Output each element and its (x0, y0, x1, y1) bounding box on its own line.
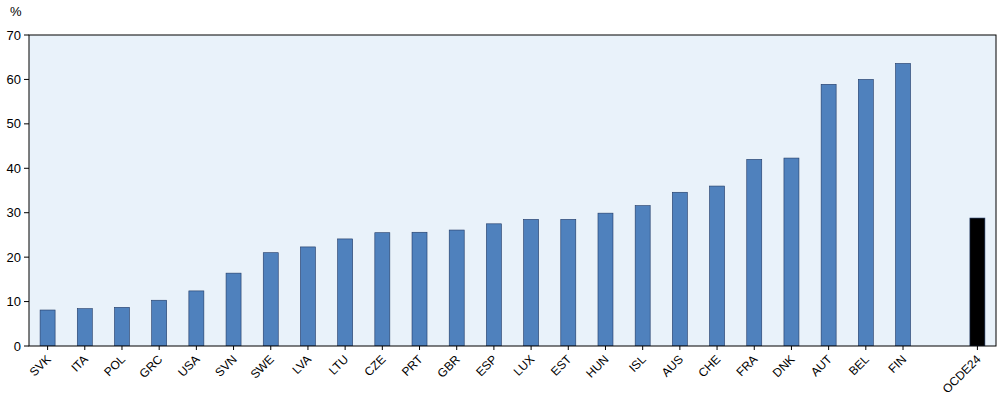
bar (710, 186, 725, 346)
bar (189, 291, 204, 346)
bar (449, 230, 464, 346)
x-tick (419, 346, 420, 350)
bar (412, 232, 427, 346)
x-tick (270, 346, 271, 350)
y-tick (24, 79, 29, 80)
x-tick (531, 346, 532, 350)
x-tick (717, 346, 718, 350)
x-tick-label: BEL (846, 352, 872, 378)
x-tick (865, 346, 866, 350)
x-tick (47, 346, 48, 350)
bar (672, 192, 687, 346)
x-tick (307, 346, 308, 350)
y-tick (24, 346, 29, 347)
x-tick-label: FRA (734, 352, 761, 379)
bar (152, 300, 167, 346)
x-tick-label: AUT (808, 352, 835, 379)
bar (114, 307, 129, 346)
bar (338, 239, 353, 346)
x-tick-label: LTU (326, 352, 351, 377)
x-tick-label: SVK (27, 352, 54, 379)
y-axis-label: % (10, 4, 22, 19)
x-tick-label: ISL (626, 352, 649, 375)
x-tick-label: GRC (137, 352, 166, 381)
bar (747, 159, 762, 346)
y-tick (24, 123, 29, 124)
y-tick-label: 30 (7, 205, 21, 220)
bar (821, 84, 836, 346)
x-tick-label: SWE (248, 352, 277, 381)
y-tick (24, 301, 29, 302)
bar (784, 158, 799, 346)
x-tick (642, 346, 643, 350)
bar (300, 247, 315, 346)
x-tick-label: ESP (473, 352, 500, 379)
x-tick (754, 346, 755, 350)
x-tick (84, 346, 85, 350)
bar (858, 79, 873, 346)
x-tick-label: LUX (511, 352, 537, 378)
bar (524, 219, 539, 346)
plot-frame (29, 35, 996, 346)
plot-background (29, 35, 996, 346)
y-tick-label: 70 (7, 28, 21, 43)
bar (486, 224, 501, 346)
y-tick (24, 35, 29, 36)
x-tick (679, 346, 680, 350)
x-tick (605, 346, 606, 350)
y-tick (24, 212, 29, 213)
x-tick-label: LVA (289, 352, 314, 377)
x-tick (196, 346, 197, 350)
y-tick-label: 10 (7, 294, 21, 309)
x-tick-label: PRT (399, 352, 426, 379)
y-tick-label: 40 (7, 161, 21, 176)
chart: 0 10 20 30 40 50 60 70 SVK ITA POL GRC USA SVN SWE LVA L… (0, 0, 1000, 397)
bar (970, 218, 985, 346)
bar (77, 309, 92, 346)
x-tick-label: EST (548, 352, 575, 379)
x-tick-label: USA (175, 352, 202, 379)
bar (598, 213, 613, 346)
x-tick-label: OCDE24 (940, 352, 984, 396)
x-tick (828, 346, 829, 350)
x-tick-label: SVN (212, 352, 239, 379)
bar (561, 219, 576, 346)
x-tick-label: DNK (770, 352, 798, 380)
bars (40, 63, 985, 346)
x-tick (345, 346, 346, 350)
y-tick-label: 50 (7, 116, 21, 131)
x-tick (121, 346, 122, 350)
x-tick-label: ITA (68, 352, 90, 374)
x-tick-label: POL (101, 352, 128, 379)
x-tick (159, 346, 160, 350)
y-tick-label: 20 (7, 250, 21, 265)
x-tick (977, 346, 978, 350)
y-tick-label: 60 (7, 72, 21, 87)
x-tick (382, 346, 383, 350)
bar (375, 233, 390, 346)
x-tick (568, 346, 569, 350)
bar (263, 253, 278, 346)
y-tick (24, 168, 29, 169)
y-tick (24, 257, 29, 258)
x-tick-label: AUS (659, 352, 686, 379)
x-tick-label: CZE (362, 352, 389, 379)
y-tick-label: 0 (14, 339, 21, 354)
bar (635, 206, 650, 346)
x-tick (233, 346, 234, 350)
x-tick (903, 346, 904, 350)
x-tick (493, 346, 494, 350)
x-tick-label: GBR (435, 352, 464, 381)
bar (40, 310, 55, 346)
x-tick-label: CHE (695, 352, 723, 380)
bar (226, 273, 241, 346)
x-tick-label: HUN (583, 352, 611, 380)
bar (896, 63, 911, 346)
x-tick (456, 346, 457, 350)
x-tick-label: FIN (886, 352, 910, 376)
x-tick (791, 346, 792, 350)
